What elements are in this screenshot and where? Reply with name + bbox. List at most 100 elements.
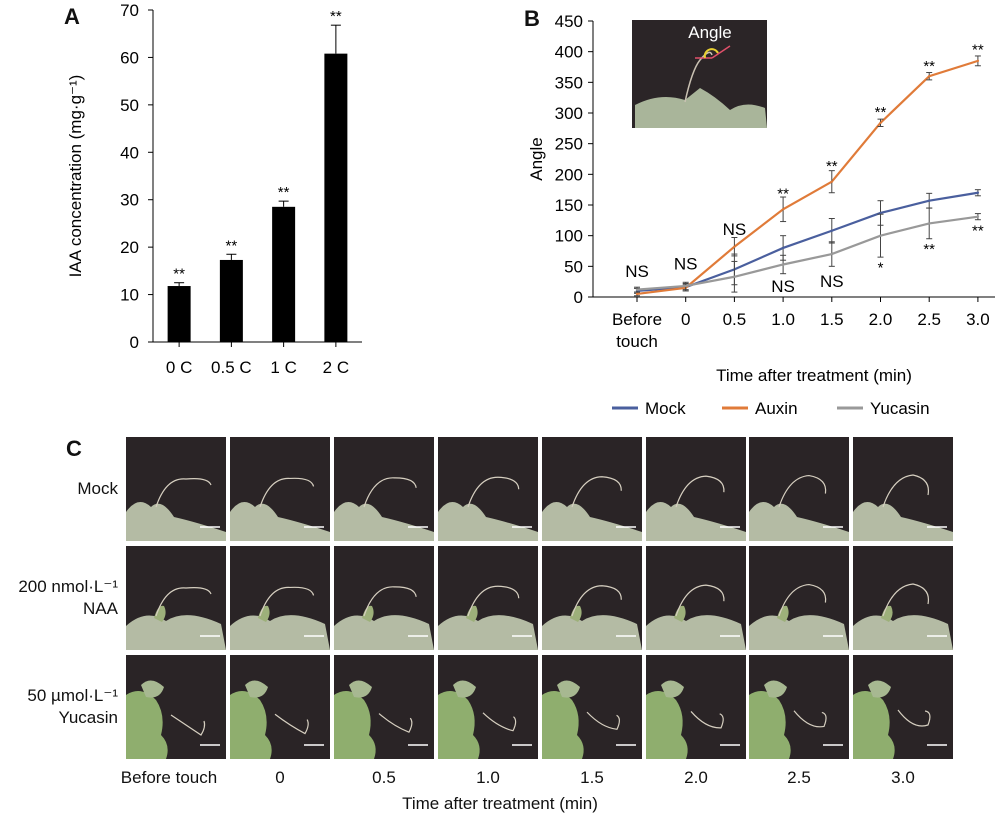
x-tick-label: 2.0 [869,310,893,329]
photo-drawing [126,587,226,650]
photo-drawing [126,680,220,759]
leaf [334,502,434,541]
photo-drawing [334,680,428,759]
row-label-1: 200 nmol·L⁻¹ NAA [0,576,118,620]
leaf [542,502,642,541]
tendril [155,478,212,508]
legend-label-mock: Mock [645,399,686,418]
significance-label: NS [674,254,698,273]
leaf [230,691,272,759]
row-label-line: Yucasin [58,708,118,727]
category-label: 0.5 C [211,358,252,377]
row-label-line: 200 nmol·L⁻¹ [18,577,118,596]
photo-drawing [853,680,947,759]
series-line-auxin [636,59,979,296]
y-tick-label: 250 [555,135,583,154]
row-label-line: Mock [77,479,118,498]
time-label: 2.5 [787,768,811,787]
category-label: 1 C [270,358,296,377]
legend-label-yucasin: Yucasin [870,399,930,418]
tendril-photo [438,655,538,759]
panel-letter-a: A [64,4,80,29]
data-point-yucasin [781,263,785,266]
photo-drawing [542,476,642,541]
photo-drawing [749,583,849,650]
tendril-photo [749,546,849,650]
photo-drawing [438,476,538,541]
leaf [438,691,480,759]
tendril [259,477,315,508]
angle-inset-photo: Angle [632,20,767,128]
data-point-yucasin [830,252,833,256]
photo-drawing [646,680,740,759]
y-tick-label: 20 [120,238,139,257]
category-label: 2 C [323,358,349,377]
y-tick-label: 300 [555,104,583,123]
tendril [571,585,622,617]
tendril [274,713,309,735]
leaf [646,615,746,650]
tendril-photo [230,437,330,541]
significance-label: NS [723,220,747,239]
photo-drawing [334,477,434,541]
tendril-photo [853,655,953,759]
significance-label: ** [173,266,185,283]
leaf [542,615,642,650]
tendril [882,583,930,617]
legend-label-auxin: Auxin [755,399,798,418]
panel-letter-c: C [66,436,82,461]
y-tick-label: 10 [120,286,139,305]
y-tick-label: 400 [555,43,583,62]
data-point-auxin [928,75,931,78]
photo-drawing [230,680,324,759]
leaf [126,691,168,759]
inset-leaf [635,88,767,128]
tendril-photo [126,437,226,541]
tendril [259,586,315,617]
leaf [126,615,226,650]
leaf [674,605,686,622]
photo-drawing [542,680,636,759]
time-label: 0.5 [372,768,396,787]
tendril [690,711,724,729]
data-point-mock [830,229,833,232]
row-label-line: 50 µmol·L⁻¹ [27,686,118,705]
significance-label: ** [923,58,935,75]
leaf [853,502,953,541]
x-tick-label: Before [612,310,662,329]
x-tick-label: 3.0 [966,310,990,329]
tendril [882,474,930,508]
x-tick-label: 2.5 [917,310,941,329]
photo-drawing [334,586,434,650]
photo-drawing [230,477,330,541]
y-tick-label: 0 [130,333,139,352]
y-tick-label: 350 [555,73,583,92]
photo-drawing [646,584,746,650]
significance-label: NS [771,277,795,296]
y-axis-label: IAA concentration (mg·g⁻¹) [66,75,85,278]
tendril [467,585,520,617]
leaf [853,691,895,759]
tendril [586,711,620,730]
leaf [881,605,893,622]
data-point-yucasin [928,222,931,225]
bar-0 [167,286,191,342]
row-label-0: Mock [0,478,118,500]
leaf [362,605,374,622]
leaf [154,605,166,622]
data-point-mock [976,191,980,194]
tendril-photo [438,437,538,541]
leaf [777,605,789,622]
tendril [378,713,413,733]
data-point-auxin [635,292,639,296]
data-point-yucasin [879,234,882,237]
time-label: Before touch [120,768,218,787]
series-line-yucasin [636,215,979,291]
y-tick-label: 60 [120,48,139,67]
category-label: 0 C [166,358,192,377]
leaf [661,680,684,698]
significance-label: ** [875,104,887,121]
panel-c-x-axis-label: Time after treatment (min) [402,794,598,813]
data-point-yucasin [976,215,980,218]
photo-drawing [853,474,953,541]
